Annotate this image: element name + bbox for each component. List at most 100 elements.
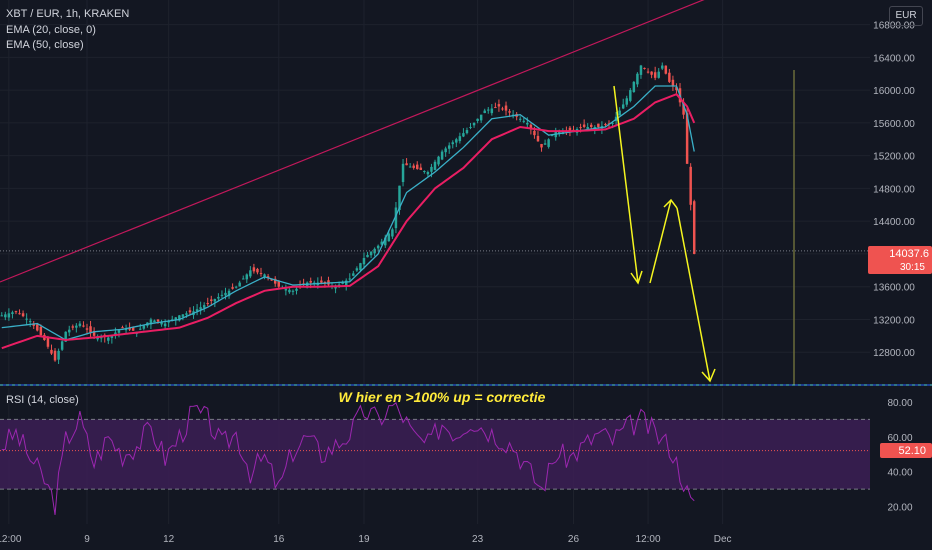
candle-body [501, 108, 504, 110]
candle-body [167, 321, 170, 323]
candle-body [440, 151, 444, 160]
candle-body [213, 298, 217, 302]
candle-body [156, 319, 160, 322]
candle-body [337, 284, 341, 286]
arrow-final-segment[interactable] [676, 207, 711, 382]
candle-body [359, 263, 362, 271]
legend-rsi[interactable]: RSI (14, close) [6, 394, 79, 406]
time-tick-label: 26 [568, 534, 580, 545]
candle-body [504, 105, 508, 111]
candle-body [373, 248, 376, 254]
candle-body [305, 282, 309, 288]
currency-button[interactable]: EUR [889, 6, 923, 26]
candle-body [220, 294, 224, 296]
price-tick-label: 16800.00 [873, 21, 915, 32]
candle-body [18, 313, 21, 315]
time-axis[interactable]: 12:00 9 12 16 19 23 26 12:00 Dec [0, 534, 732, 545]
last-price-label: 14037.6 [889, 248, 929, 260]
candle-body [533, 130, 536, 136]
candle-body [426, 172, 430, 175]
candle-body [522, 120, 526, 122]
candle-body [497, 104, 501, 107]
legend-ema20[interactable]: EMA (20, close, 0) [6, 24, 96, 36]
candle-body [483, 110, 486, 114]
candle-body [238, 282, 241, 287]
candle-body [387, 233, 391, 242]
candle-body [231, 287, 234, 289]
candle-body [242, 278, 245, 280]
candle-body [75, 325, 78, 328]
price-tick-label: 16000.00 [873, 86, 915, 97]
candle-body [632, 81, 636, 93]
candle-body [195, 309, 199, 312]
price-tick-label: 15600.00 [873, 119, 915, 130]
candle-body [611, 122, 614, 124]
rsi-tick-label: 20.00 [887, 503, 912, 514]
time-tick-label: 16 [273, 534, 285, 545]
candle-body [163, 323, 167, 327]
candle-body [128, 327, 131, 330]
candle-body [131, 327, 135, 331]
candle-body [408, 166, 412, 168]
candle-body [547, 139, 550, 147]
candle-body [568, 127, 572, 132]
candle-body [692, 201, 696, 254]
legend-ema50[interactable]: EMA (50, close) [6, 39, 84, 51]
arrow-down-head [630, 270, 643, 285]
candle-body [479, 114, 483, 121]
candle-body [682, 103, 685, 115]
candle-body [178, 315, 181, 321]
rsi-tick-label: 40.00 [887, 468, 912, 479]
rsi-y-axis[interactable]: 20.00 40.00 60.00 80.00 [887, 398, 912, 514]
candle-body [71, 326, 75, 328]
candle-body [344, 280, 348, 286]
time-tick-label: 12:00 [636, 534, 661, 545]
candle-body [437, 156, 440, 165]
candle-body [465, 130, 469, 134]
candle-body [199, 307, 202, 310]
candle-body [405, 163, 408, 166]
candle-body [210, 299, 213, 302]
candle-body [78, 323, 82, 326]
candle-body [430, 166, 433, 172]
candle-body [394, 207, 398, 229]
candle-body [401, 163, 405, 183]
candle-body [4, 314, 7, 318]
candle-body [675, 87, 678, 91]
candle-body [39, 326, 43, 336]
candle-body [202, 305, 206, 308]
candle-body [270, 278, 273, 281]
candle-body [36, 324, 39, 331]
candle-body [384, 237, 387, 246]
time-tick-label: 9 [84, 534, 90, 545]
candle-body [181, 314, 185, 317]
rsi-tick-label: 60.00 [887, 433, 912, 444]
candle-body [451, 142, 454, 145]
candle-body [550, 135, 554, 137]
candle-body [487, 109, 490, 111]
candle-body [227, 290, 231, 297]
candle-body [391, 229, 394, 237]
candle-body [650, 71, 653, 75]
candle-body [352, 273, 355, 276]
ema50-line [1, 93, 696, 350]
candle-body [625, 98, 628, 105]
trendline-drawing[interactable] [0, 0, 708, 283]
candle-body [529, 124, 533, 130]
candle-body [273, 278, 277, 284]
time-tick-label: 23 [472, 534, 484, 545]
arrow-up-segment[interactable] [649, 199, 672, 284]
candle-body [160, 322, 163, 325]
candle-body [114, 332, 117, 336]
candle-body [107, 337, 110, 341]
candle-body [597, 123, 600, 127]
candle-body [174, 317, 178, 321]
candle-body [380, 241, 383, 245]
candle-body [224, 292, 227, 296]
legend-symbol[interactable]: XBT / EUR, 1h, KRAKEN [6, 8, 130, 20]
candle-body [288, 289, 291, 293]
candle-body [266, 276, 270, 278]
arrow-down-segment[interactable] [613, 85, 639, 284]
candle-body [82, 325, 85, 327]
